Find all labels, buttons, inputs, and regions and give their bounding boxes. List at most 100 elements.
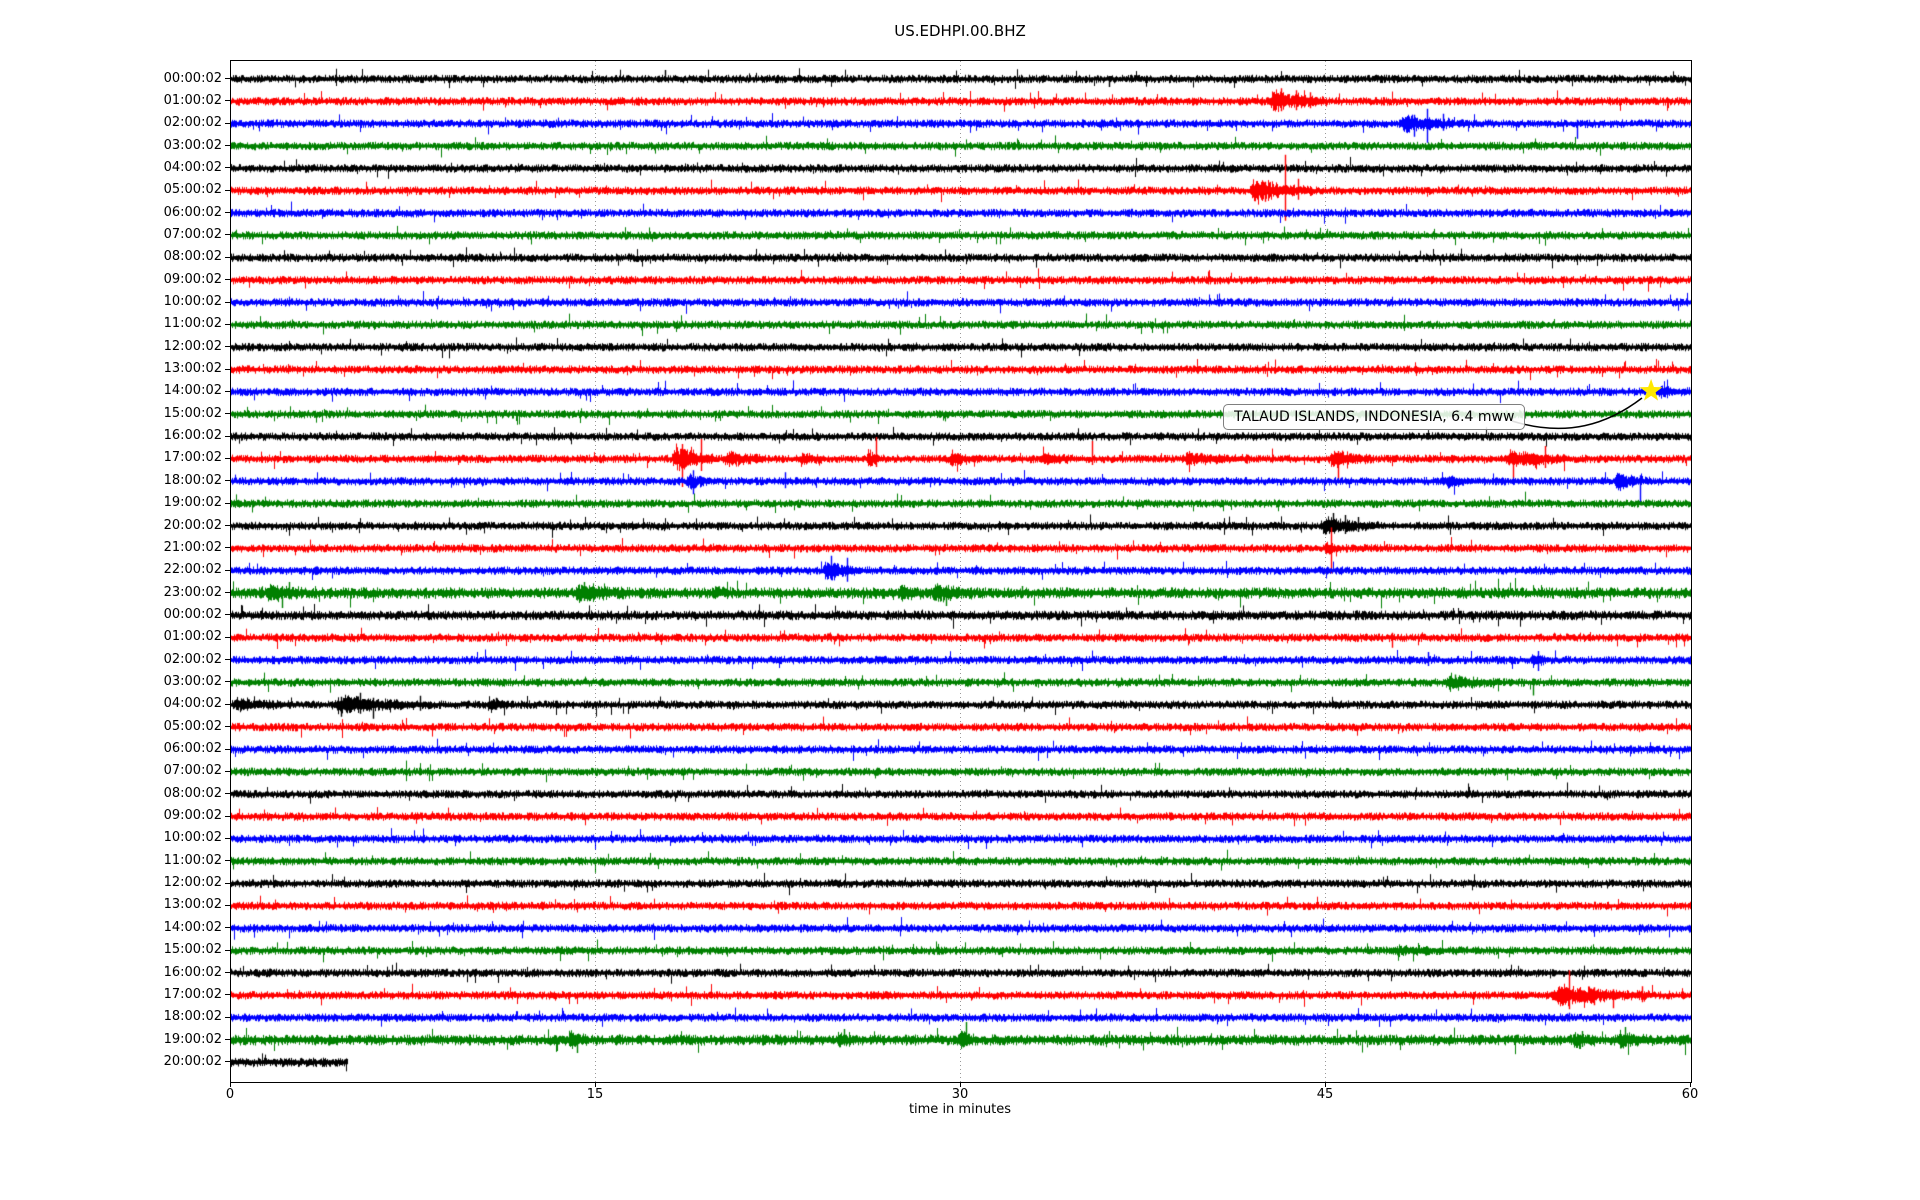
y-tick-mark [225, 726, 230, 728]
y-tick-mark [225, 189, 230, 191]
trace-row-label: 00:00:02 [163, 606, 222, 622]
trace-row-label: 19:00:02 [163, 495, 222, 511]
trace-row-label: 07:00:02 [163, 226, 222, 242]
trace-row-label: 20:00:02 [163, 1053, 222, 1069]
y-tick-mark [225, 904, 230, 906]
trace-row-label: 04:00:02 [163, 696, 222, 712]
trace-row-label: 09:00:02 [163, 271, 222, 287]
y-tick-mark [225, 346, 230, 348]
x-tick-mark [595, 1082, 596, 1087]
trace-row-label: 03:00:02 [163, 673, 222, 689]
trace-row-label: 14:00:02 [163, 919, 222, 935]
trace-row-label: 16:00:02 [163, 964, 222, 980]
y-tick-mark [225, 279, 230, 281]
trace-row-label: 23:00:02 [163, 584, 222, 600]
y-tick-mark [225, 860, 230, 862]
y-tick-mark [225, 502, 230, 504]
y-tick-mark [225, 122, 230, 124]
trace-row-label: 08:00:02 [163, 785, 222, 801]
trace-row-label: 22:00:02 [163, 562, 222, 578]
y-tick-mark [225, 145, 230, 147]
y-tick-mark [225, 480, 230, 482]
trace-row-label: 02:00:02 [163, 115, 222, 131]
y-tick-mark [225, 547, 230, 549]
trace-row-label: 10:00:02 [163, 294, 222, 309]
trace-row-label: 16:00:02 [163, 428, 222, 444]
x-tick-mark [960, 1082, 961, 1087]
trace-row-label: 11:00:02 [163, 852, 222, 868]
y-tick-mark [225, 949, 230, 951]
y-tick-mark [225, 770, 230, 772]
y-tick-mark [225, 972, 230, 973]
x-tick-mark [1325, 1082, 1326, 1087]
trace-row-label: 10:00:02 [163, 830, 222, 846]
x-tick-label-60: 60 [1681, 1087, 1699, 1102]
y-tick-mark [225, 457, 230, 459]
seismogram-canvas [231, 61, 1691, 1082]
trace-row-label: 04:00:02 [163, 159, 222, 175]
figure-title: US.EDHPI.00.BHZ [894, 22, 1026, 40]
y-tick-mark [225, 636, 230, 638]
y-tick-mark [225, 815, 230, 817]
trace-row-label: 13:00:02 [163, 897, 222, 913]
y-tick-mark [225, 614, 230, 616]
trace-row-label: 18:00:02 [163, 472, 222, 488]
y-tick-mark [225, 78, 230, 79]
trace-row-label: 17:00:02 [163, 986, 222, 1002]
x-tick-mark [230, 1082, 231, 1087]
trace-row-label: 13:00:02 [163, 361, 222, 377]
y-tick-mark [225, 323, 230, 325]
trace-row-label: 19:00:02 [163, 1031, 222, 1047]
y-tick-mark [225, 301, 230, 303]
y-tick-mark [225, 167, 230, 169]
trace-row-label: 00:00:02 [163, 70, 222, 86]
trace-row-label: 20:00:02 [163, 517, 222, 533]
event-annotation-text: TALAUD ISLANDS, INDONESIA, 6.4 mww [1234, 409, 1515, 425]
y-tick-mark [225, 256, 230, 258]
y-tick-mark [225, 435, 230, 437]
trace-row-label: 15:00:02 [163, 942, 222, 958]
trace-row-label: 06:00:02 [163, 204, 222, 220]
trace-row-label: 12:00:02 [163, 338, 222, 354]
trace-row-label: 06:00:02 [163, 741, 222, 756]
y-tick-mark [225, 390, 230, 392]
x-axis-title: time in minutes [908, 1102, 1012, 1117]
x-tick-label-45: 45 [1316, 1087, 1334, 1102]
y-tick-mark [225, 837, 230, 839]
y-tick-mark [225, 1016, 230, 1018]
trace-row-label: 18:00:02 [163, 1009, 222, 1025]
event-annotation: TALAUD ISLANDS, INDONESIA, 6.4 mww [1223, 404, 1526, 430]
y-tick-mark [225, 368, 230, 370]
y-tick-mark [225, 681, 230, 683]
trace-row-label: 01:00:02 [163, 92, 222, 108]
trace-row-label: 11:00:02 [163, 316, 222, 332]
x-tick-label-0: 0 [225, 1087, 235, 1102]
trace-row-label: 08:00:02 [163, 249, 222, 265]
trace-row-label: 05:00:02 [163, 182, 222, 198]
plot-area [230, 60, 1692, 1083]
trace-row-label: 14:00:02 [163, 383, 222, 399]
trace-row-label: 21:00:02 [163, 539, 222, 555]
trace-row-label: 01:00:02 [163, 629, 222, 645]
x-tick-label-15: 15 [586, 1087, 604, 1102]
y-tick-mark [225, 234, 230, 236]
x-tick-label-30: 30 [951, 1087, 969, 1102]
trace-row-label: 07:00:02 [163, 763, 222, 779]
trace-row-label: 05:00:02 [163, 718, 222, 734]
trace-row-label: 09:00:02 [163, 808, 222, 824]
trace-row-label: 15:00:02 [163, 405, 222, 421]
x-tick-mark [1690, 1082, 1691, 1087]
trace-row-label: 17:00:02 [163, 450, 222, 466]
y-tick-mark [225, 927, 230, 929]
y-tick-mark [225, 659, 230, 661]
y-tick-mark [225, 100, 230, 102]
y-tick-mark [225, 212, 230, 214]
y-tick-mark [225, 1039, 230, 1041]
y-tick-mark [225, 592, 230, 594]
trace-row-label: 12:00:02 [163, 875, 222, 891]
y-tick-mark [225, 994, 230, 996]
y-tick-mark [225, 882, 230, 884]
y-tick-mark [225, 748, 230, 750]
y-tick-mark [225, 793, 230, 795]
